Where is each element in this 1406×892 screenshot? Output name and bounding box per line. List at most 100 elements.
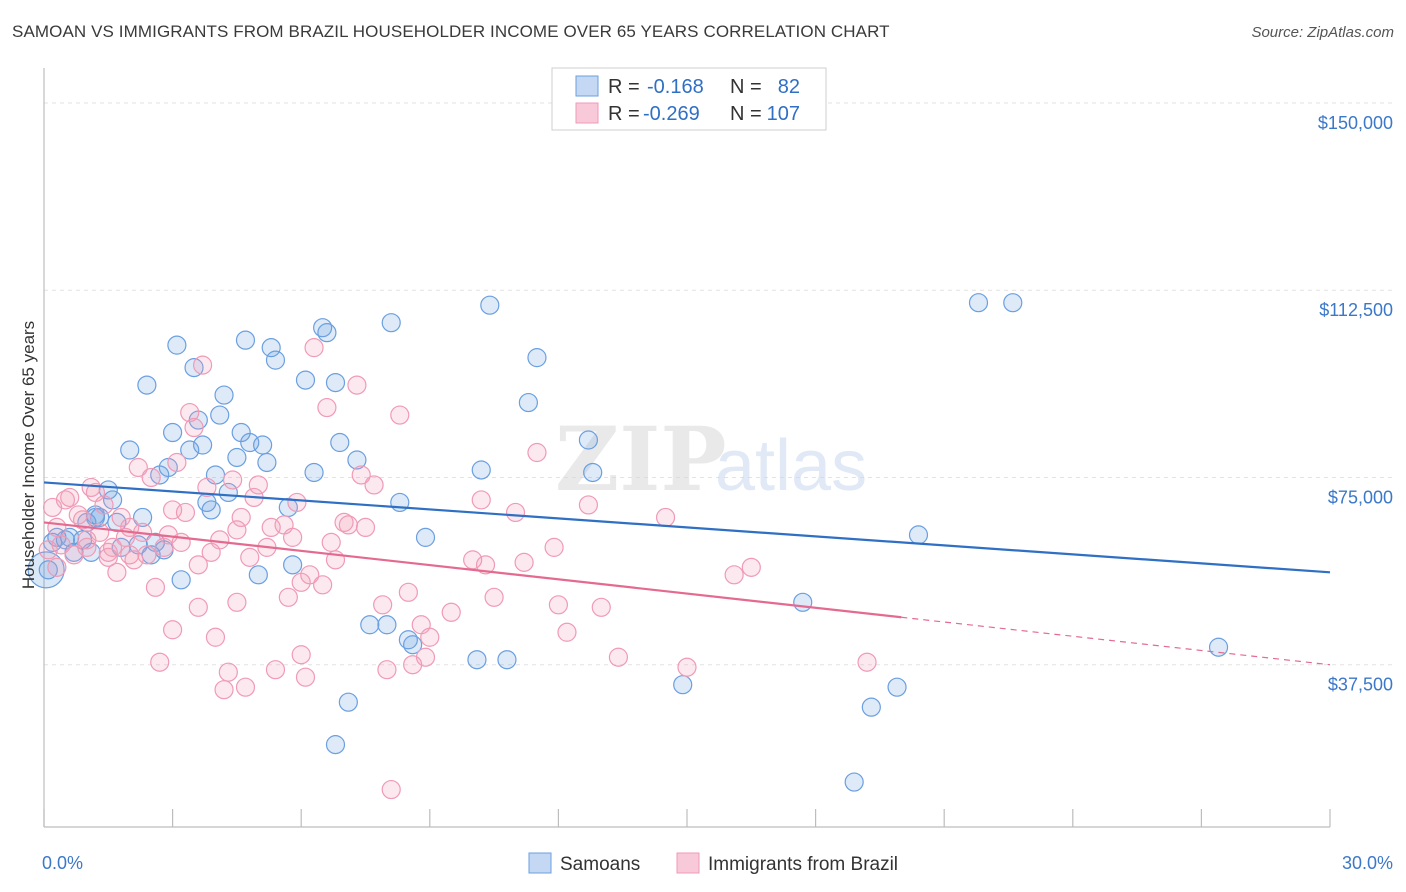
brazil-trendline <box>43 521 902 619</box>
watermark: ZIP atlas <box>555 407 867 511</box>
brazil-point <box>475 555 496 575</box>
brazil-point <box>557 622 577 642</box>
legend-n-label-1: N = <box>730 76 762 98</box>
samoans-point <box>673 675 693 695</box>
bottom-legend-brazil: Immigrants from Brazil <box>708 854 898 875</box>
samoans-point <box>497 650 517 670</box>
samoans-point <box>227 447 247 468</box>
samoans-point <box>167 335 187 355</box>
samoans-point <box>248 565 268 585</box>
legend-n-value-2: 107 <box>767 103 800 125</box>
samoans-point <box>261 338 281 358</box>
brazil-point <box>304 338 324 358</box>
brazil-point <box>240 547 260 567</box>
legend-r-value-1: -0.168 <box>647 76 704 98</box>
samoans-point <box>163 422 183 443</box>
samoans-point <box>415 527 436 547</box>
x-tick-right: 30.0% <box>1342 853 1393 873</box>
brazil-point <box>741 557 761 577</box>
brazil-point <box>163 620 183 640</box>
brazil-point <box>724 565 744 585</box>
bottom-legend: Samoans Immigrants from Brazil <box>528 852 898 875</box>
brazil-point <box>390 405 410 425</box>
samoans-point <box>360 615 380 635</box>
samoans-point-large <box>27 551 65 589</box>
samoans-point <box>330 432 350 453</box>
brazil-point <box>317 397 337 418</box>
bottom-legend-swatch-samoans <box>528 852 552 874</box>
brazil-point <box>94 495 114 515</box>
brazil-point <box>124 550 144 570</box>
brazil-point <box>313 575 333 595</box>
watermark-zip: ZIP <box>555 407 727 511</box>
brazil-point <box>227 520 247 540</box>
samoans-point <box>347 450 367 470</box>
samoans-point <box>295 370 316 390</box>
samoans-point <box>210 405 230 425</box>
watermark-atlas: atlas <box>715 426 867 506</box>
legend-r-value-2: -0.269 <box>643 103 700 125</box>
samoans-point <box>317 323 337 343</box>
brazil-point <box>77 530 97 550</box>
stats-legend: R = -0.168 N = 82 R = -0.269 N = 107 <box>551 67 827 131</box>
brazil-point <box>321 532 341 552</box>
brazil-point <box>141 467 161 488</box>
samoans-point <box>471 460 491 480</box>
brazil-point <box>381 779 401 800</box>
samoans-point <box>381 313 401 333</box>
samoans-point <box>968 293 989 313</box>
brazil-point <box>193 355 213 375</box>
samoans-point <box>325 735 346 755</box>
y-tick-label: $150,000 <box>1318 113 1393 133</box>
brazil-point <box>484 587 504 607</box>
axes <box>43 68 1331 828</box>
brazil-point <box>137 545 157 565</box>
brazil-point <box>578 495 599 515</box>
samoans-point <box>325 372 346 393</box>
brazil-point <box>441 602 461 622</box>
samoans-point <box>265 350 286 370</box>
brazil-point <box>102 537 123 557</box>
samoans-point <box>1208 637 1229 657</box>
samoans-point <box>214 385 234 405</box>
samoans-point <box>861 697 881 717</box>
brazil-point <box>655 507 676 528</box>
samoans-point <box>193 435 213 455</box>
samoans-point <box>257 452 277 473</box>
y-axis-label: Householder Income Over 65 years <box>19 321 38 589</box>
samoans-point <box>180 440 200 460</box>
x-tick-left: 0.0% <box>42 853 83 873</box>
source-label: Source: ZipAtlas.com <box>1251 24 1394 41</box>
legend-n-label-2: N = <box>730 103 762 125</box>
legend-swatch-brazil <box>575 102 599 124</box>
brazil-point <box>505 502 526 523</box>
brazil-point <box>544 537 564 557</box>
brazil-point <box>51 535 71 555</box>
samoans-point <box>253 435 273 455</box>
y-tick-label: $37,500 <box>1328 675 1393 695</box>
brazil-point <box>205 627 226 647</box>
brazil-point <box>514 552 534 572</box>
brazil-point <box>197 477 217 498</box>
brazil-point <box>548 595 569 615</box>
brazil-trendline-extension <box>901 616 1331 666</box>
samoans-point <box>518 392 538 413</box>
bottom-legend-swatch-brazil <box>676 852 700 874</box>
brazil-point <box>278 587 298 607</box>
brazil-point <box>47 557 67 577</box>
samoans-trendline <box>43 481 1331 574</box>
samoans-point <box>120 440 140 460</box>
brazil-point <box>231 507 251 528</box>
legend-swatch-samoans <box>575 75 599 97</box>
brazil-point <box>591 597 611 617</box>
gridlines <box>44 102 1395 666</box>
legend-r-label-2: R = <box>608 103 640 125</box>
brazil-point <box>295 667 316 687</box>
brazil-point <box>235 677 256 697</box>
brazil-point <box>167 452 187 473</box>
samoans-point <box>132 507 153 528</box>
samoans-point <box>527 348 547 368</box>
brazil-point <box>857 652 877 672</box>
legend-r-label-1: R = <box>608 76 640 98</box>
samoans-point <box>171 570 191 590</box>
